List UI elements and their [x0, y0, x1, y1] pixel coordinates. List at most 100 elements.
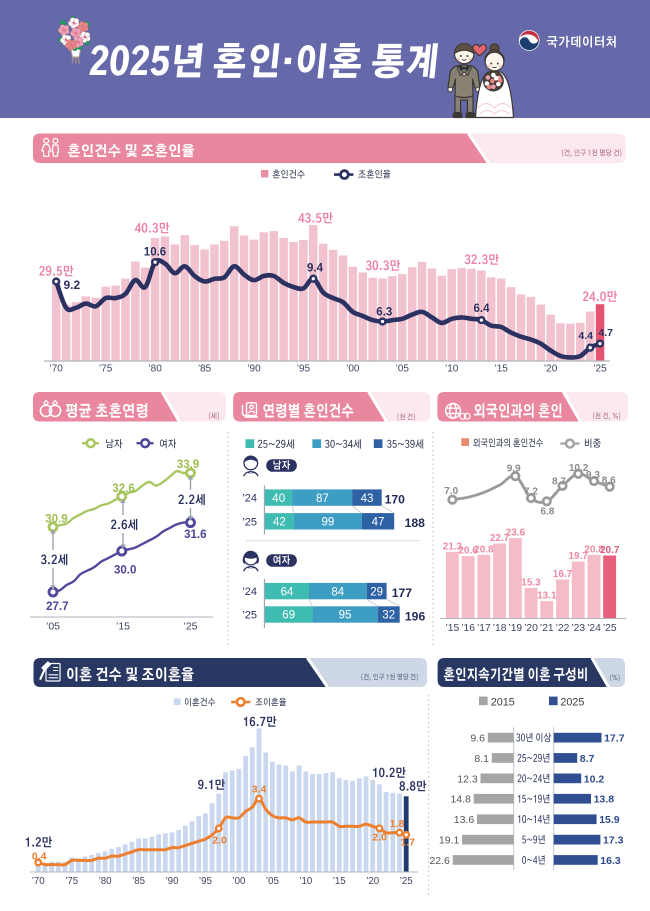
svg-text:’05: ’05: [46, 621, 60, 633]
svg-text:’18: ’18: [493, 623, 507, 634]
svg-text:’20: ’20: [366, 876, 380, 887]
svg-text:’15: ’15: [495, 364, 509, 375]
svg-text:’25: ’25: [242, 610, 257, 622]
svg-text:’20: ’20: [544, 364, 558, 375]
svg-text:’95: ’95: [199, 876, 212, 887]
svg-text:40: 40: [272, 493, 285, 505]
svg-text:10.6: 10.6: [144, 246, 166, 258]
svg-text:’25: ’25: [593, 364, 607, 375]
svg-text:7.2: 7.2: [524, 487, 538, 498]
svg-text:32: 32: [382, 610, 395, 622]
svg-text:0.4: 0.4: [32, 851, 47, 863]
svg-text:’80: ’80: [99, 876, 113, 887]
svg-text:32.6: 32.6: [112, 483, 134, 495]
svg-text:’22: ’22: [556, 623, 570, 634]
svg-text:6.3: 6.3: [376, 307, 392, 319]
svg-text:19.1: 19.1: [439, 835, 460, 847]
svg-text:22.7: 22.7: [490, 533, 510, 544]
svg-text:16.7: 16.7: [553, 569, 573, 580]
svg-text:’20: ’20: [524, 623, 538, 634]
svg-text:2.0: 2.0: [372, 832, 387, 844]
svg-text:87: 87: [316, 493, 329, 505]
svg-text:8.7: 8.7: [580, 753, 595, 765]
svg-text:69: 69: [282, 610, 295, 622]
svg-text:9.9: 9.9: [507, 464, 521, 475]
svg-text:10.2: 10.2: [584, 773, 605, 785]
svg-text:15.3: 15.3: [521, 577, 541, 588]
svg-text:’15: ’15: [116, 621, 130, 633]
svg-text:170: 170: [385, 493, 406, 507]
svg-text:’24: ’24: [587, 623, 601, 634]
svg-text:7.0: 7.0: [444, 486, 458, 497]
svg-text:’25: ’25: [242, 517, 257, 529]
svg-text:8.1: 8.1: [474, 753, 489, 765]
svg-text:12.3: 12.3: [457, 773, 478, 785]
svg-text:20.7: 20.7: [600, 545, 620, 556]
svg-text:16.3: 16.3: [600, 855, 621, 867]
svg-text:14.8: 14.8: [450, 794, 471, 806]
svg-text:’05: ’05: [396, 364, 410, 375]
svg-text:’16: ’16: [461, 623, 475, 634]
svg-text:’24: ’24: [242, 586, 257, 598]
svg-text:2.0: 2.0: [212, 834, 227, 846]
svg-text:19.7: 19.7: [568, 551, 588, 562]
svg-text:’15: ’15: [446, 623, 460, 634]
svg-text:’80: ’80: [148, 364, 162, 375]
svg-text:6.8: 6.8: [541, 507, 555, 518]
svg-text:43: 43: [361, 493, 374, 505]
svg-text:31.6: 31.6: [184, 529, 206, 541]
svg-text:29: 29: [370, 586, 383, 598]
svg-text:’90: ’90: [247, 364, 261, 375]
svg-text:22.6: 22.6: [429, 855, 450, 867]
svg-text:30.0: 30.0: [114, 565, 136, 577]
svg-text:13.1: 13.1: [537, 591, 557, 602]
svg-text:’25: ’25: [400, 876, 413, 887]
svg-text:’23: ’23: [571, 623, 585, 634]
svg-text:1.8: 1.8: [390, 818, 405, 830]
svg-text:20.8: 20.8: [584, 544, 604, 555]
svg-text:9.4: 9.4: [307, 263, 324, 275]
svg-text:8.7: 8.7: [552, 477, 566, 488]
svg-text:6.4: 6.4: [474, 303, 491, 315]
svg-text:’21: ’21: [540, 623, 554, 634]
svg-text:’05: ’05: [266, 876, 279, 887]
svg-text:9.3: 9.3: [586, 470, 600, 481]
svg-text:’85: ’85: [132, 876, 145, 887]
svg-text:’85: ’85: [198, 364, 212, 375]
svg-text:’70: ’70: [32, 876, 46, 887]
svg-text:3.4: 3.4: [252, 784, 267, 796]
svg-text:’00: ’00: [232, 876, 246, 887]
svg-text:9.2: 9.2: [64, 278, 81, 292]
svg-text:13.6: 13.6: [454, 814, 475, 826]
svg-text:10.2: 10.2: [569, 463, 589, 474]
svg-text:23.6: 23.6: [506, 528, 526, 539]
svg-text:4.4: 4.4: [578, 330, 593, 342]
svg-text:’00: ’00: [346, 364, 360, 375]
svg-text:’17: ’17: [477, 623, 491, 634]
svg-text:4.7: 4.7: [598, 327, 613, 339]
svg-text:95: 95: [339, 610, 352, 622]
svg-text:’24: ’24: [242, 493, 257, 505]
svg-text:9.6: 9.6: [470, 733, 485, 745]
svg-text:2025: 2025: [560, 696, 584, 708]
svg-text:15.9: 15.9: [599, 814, 620, 826]
svg-text:17.7: 17.7: [604, 733, 625, 745]
svg-text:’10: ’10: [445, 364, 459, 375]
svg-text:27.7: 27.7: [46, 601, 68, 613]
svg-text:’75: ’75: [65, 876, 78, 887]
svg-text:30.9: 30.9: [45, 514, 67, 526]
svg-text:2015: 2015: [491, 696, 515, 708]
svg-text:’19: ’19: [508, 623, 522, 634]
svg-text:17.3: 17.3: [603, 835, 624, 847]
svg-text:13.8: 13.8: [594, 794, 615, 806]
svg-text:1.7: 1.7: [400, 837, 415, 849]
svg-text:20.8: 20.8: [474, 544, 494, 555]
svg-text:’75: ’75: [99, 364, 113, 375]
svg-text:99: 99: [322, 517, 335, 529]
svg-text:’90: ’90: [166, 876, 180, 887]
svg-text:33.9: 33.9: [177, 459, 199, 471]
svg-text:’70: ’70: [50, 364, 64, 375]
svg-text:’25: ’25: [603, 623, 617, 634]
svg-text:47: 47: [372, 517, 385, 529]
svg-text:196: 196: [405, 610, 426, 624]
